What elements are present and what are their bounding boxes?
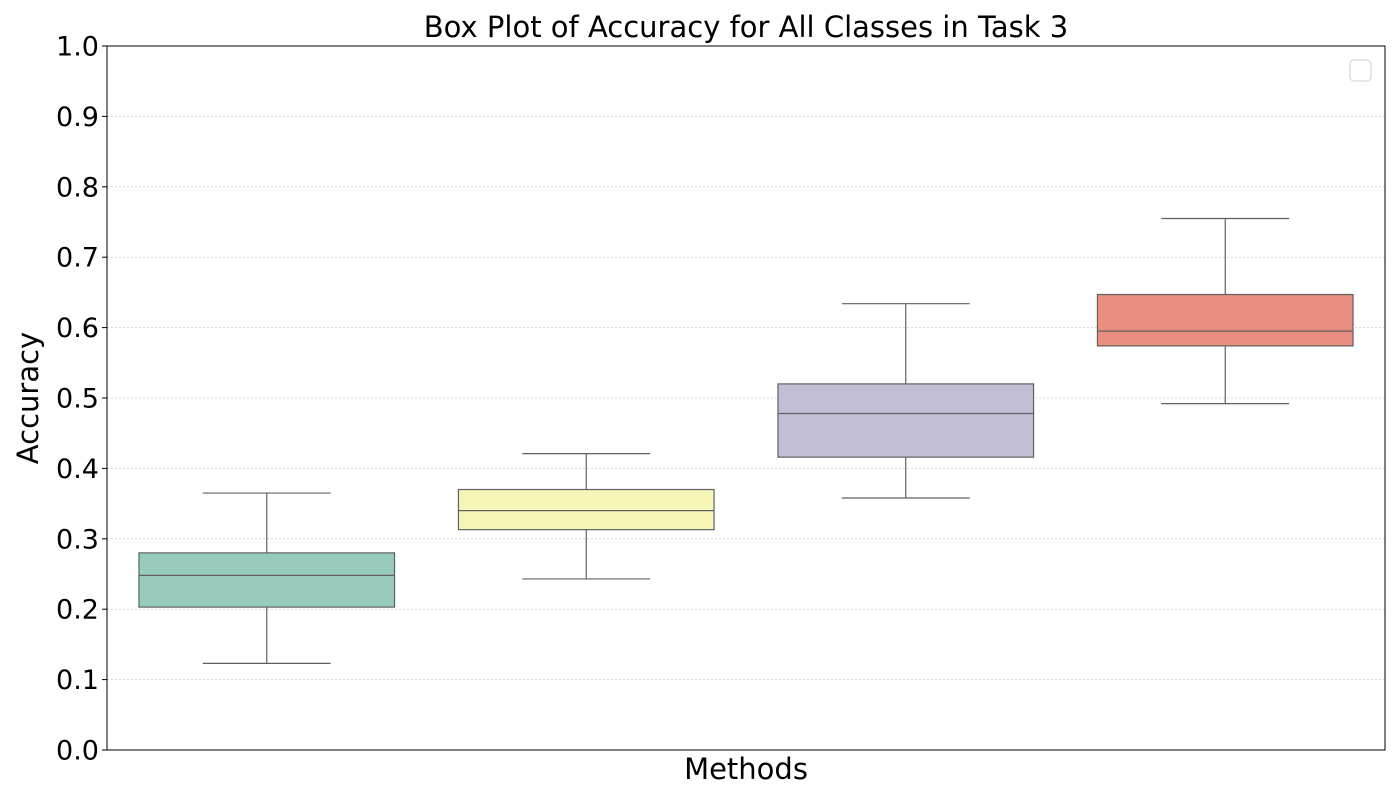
box-3 xyxy=(777,303,1035,499)
iqr-box xyxy=(777,383,1035,458)
box-series xyxy=(138,217,1354,665)
x-axis-label: Methods xyxy=(684,752,808,786)
y-tick-label: 0.8 xyxy=(56,172,99,203)
y-tick-label: 0.0 xyxy=(56,736,99,767)
y-tick-label: 0.1 xyxy=(56,665,99,696)
box-1 xyxy=(138,492,396,665)
y-tick-label: 0.7 xyxy=(56,243,99,274)
iqr-box xyxy=(457,488,715,531)
chart-title: Box Plot of Accuracy for All Classes in … xyxy=(424,10,1068,44)
y-tick-label: 1.0 xyxy=(56,32,99,63)
box-2 xyxy=(457,453,715,580)
y-axis-ticks: 0.0 0.1 0.2 0.3 0.4 0.5 0.6 0.7 0.8 0.9 1.0 xyxy=(56,32,107,767)
box-4 xyxy=(1096,217,1354,405)
y-tick-label: 0.4 xyxy=(56,454,99,485)
y-tick-label: 0.9 xyxy=(56,102,99,133)
y-tick-label: 0.6 xyxy=(56,313,99,344)
y-tick-label: 0.3 xyxy=(56,524,99,555)
plot-area-frame xyxy=(106,45,1386,751)
iqr-box xyxy=(1096,293,1354,347)
iqr-box xyxy=(138,552,396,608)
y-axis-label: Accuracy xyxy=(11,332,45,464)
legend-box xyxy=(1349,59,1372,82)
y-tick-label: 0.5 xyxy=(56,384,99,415)
grid-lines xyxy=(107,116,1385,680)
y-tick-label: 0.2 xyxy=(56,595,99,626)
